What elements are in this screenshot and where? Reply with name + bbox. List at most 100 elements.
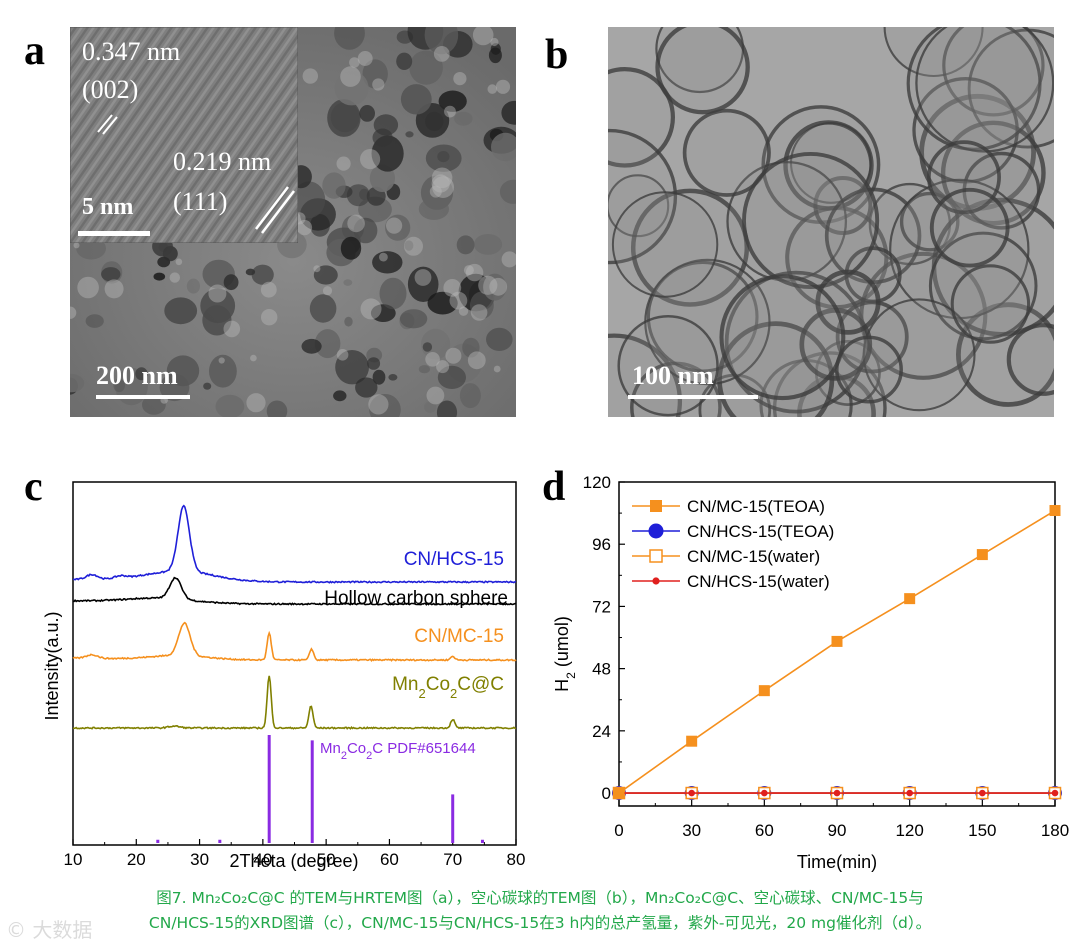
nanoparticle [418, 198, 449, 221]
hollow-sphere [617, 315, 719, 417]
hollow-sphere [928, 231, 1038, 341]
nanoparticle [407, 266, 439, 302]
h2-x-tick-label: 0 [614, 821, 623, 840]
nanoparticle [362, 59, 388, 89]
lattice-fringe [81, 27, 233, 243]
nanoparticle [462, 337, 480, 358]
nanoparticle [501, 100, 516, 125]
lattice-fringe [99, 27, 251, 243]
nanoparticle [309, 294, 337, 323]
lattice-fringe [135, 27, 287, 243]
lattice-fringe [70, 27, 185, 194]
lattice-fringe [171, 59, 298, 243]
nanoparticle [215, 394, 245, 417]
nanoparticle [359, 105, 376, 122]
lattice-fringe [231, 145, 298, 243]
nanoparticle [166, 355, 200, 387]
lattice-fringe [70, 27, 179, 185]
h2-x-tick-label: 120 [895, 821, 923, 840]
lattice-fringe [225, 137, 298, 243]
xrd-x-tick-label: 50 [317, 850, 336, 869]
legend-label: CN/MC-15(TEOA) [687, 497, 825, 516]
nanoparticle [372, 251, 403, 274]
carbon-shell [443, 279, 462, 297]
nanoparticle [372, 128, 393, 147]
caption-line-2: CN/HCS-15的XRD图谱（c），CN/MC-15与CN/HCS-15在3 … [148, 914, 932, 932]
nanoparticle [322, 172, 346, 199]
xrd-series-line [72, 576, 517, 606]
nanoparticle [427, 291, 458, 315]
lattice-fringe [147, 27, 298, 243]
ref-sub2: 2 [366, 750, 372, 762]
tem-image-b: 100 nm [608, 27, 1054, 417]
panel-letter-c: c [24, 464, 43, 510]
ref-mid: Co [347, 740, 366, 757]
carbon-shell [260, 281, 277, 298]
nanoparticle [499, 179, 516, 204]
mncoc-tail: C@C [457, 674, 504, 695]
legend-label: CN/MC-15(water) [687, 547, 820, 566]
lattice-fringe [70, 27, 197, 211]
lattice-fringe [249, 171, 298, 243]
carbon-shell [414, 269, 432, 286]
lattice-fringe [70, 27, 101, 73]
hollow-sphere [815, 269, 881, 335]
carbon-shell [432, 176, 454, 199]
carbon-shell [368, 394, 389, 415]
data-point [758, 685, 770, 697]
nanoparticle [153, 272, 166, 281]
nanoparticle [164, 297, 198, 325]
h2-y-tick-label: 48 [592, 660, 611, 679]
lattice-fringe [70, 27, 209, 228]
h2-x-tick-label: 60 [755, 821, 774, 840]
scale-bar-b [628, 395, 758, 399]
nanoparticle [334, 27, 365, 50]
nanoparticle [454, 111, 473, 126]
nanoparticle [245, 268, 256, 276]
xrd-x-axis-label: 2Theta (degree) [229, 851, 358, 871]
ylabel-tail: (umol) [552, 616, 572, 672]
carbon-shell [501, 251, 516, 268]
lattice-fringes [70, 27, 298, 243]
nanoparticle [251, 264, 274, 285]
ref-tail: C PDF#651644 [372, 740, 475, 757]
xrd-series-line [72, 675, 517, 730]
nanoparticle [358, 196, 392, 223]
nanoparticle [385, 214, 411, 241]
nanoparticle [488, 47, 502, 64]
lattice-fringe [70, 27, 215, 237]
carbon-shell [458, 306, 469, 316]
lattice-fringe [177, 68, 298, 243]
ref-main: Mn [320, 740, 341, 757]
xrd-x-tick-label: 80 [507, 850, 526, 869]
hollow-sphere [719, 274, 846, 401]
nanoparticle [491, 132, 516, 162]
nanoparticle [101, 267, 121, 282]
carbon-shell [246, 393, 266, 413]
carbon-shell [347, 214, 365, 233]
carbon-shell [495, 79, 511, 94]
data-point [649, 549, 663, 563]
nanoparticle [223, 274, 239, 291]
lattice-fringe [70, 27, 149, 142]
nanoparticle [379, 277, 407, 310]
carbon-shell [313, 265, 321, 273]
carbon-shell [429, 185, 442, 198]
nanoparticle [313, 265, 338, 285]
nanoparticle [409, 50, 443, 85]
lattice-fringe [243, 163, 298, 243]
carbon-shell [169, 272, 180, 283]
data-point [652, 577, 660, 585]
label-cn-hcs-15: CN/HCS-15 [404, 549, 504, 570]
nanoparticle [424, 27, 459, 55]
carbon-shell [336, 156, 351, 171]
tem-image-a: 0.347 nm (002) 5 nm 0.219 nm (111) 200 n… [70, 27, 516, 417]
xrd-x-tick-label: 20 [127, 850, 146, 869]
legend-label: CN/HCS-15(TEOA) [687, 522, 834, 541]
data-point [761, 789, 768, 797]
carbon-shell [372, 78, 385, 91]
nanoparticle [367, 357, 381, 370]
xrd-y-axis-label: Intensity(a.u.) [42, 611, 62, 720]
hollow-sphere [1006, 323, 1054, 396]
hollow-sphere [608, 67, 675, 168]
